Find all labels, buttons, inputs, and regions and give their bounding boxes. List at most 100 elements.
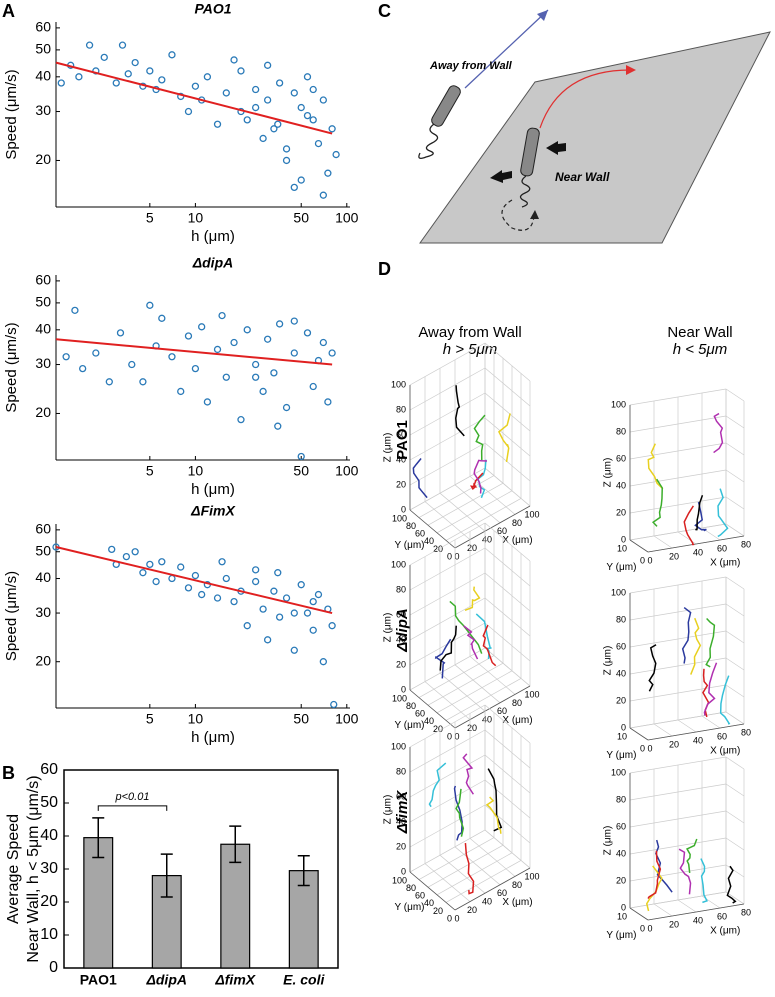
grid-line: [436, 365, 513, 534]
grid-line: [409, 547, 531, 591]
x-tick-label: 60: [717, 731, 727, 741]
grid-line: [454, 539, 501, 704]
column-subtitle: h < 5μm: [673, 341, 728, 358]
z-tick-label: 80: [616, 614, 626, 624]
grid-line: [653, 589, 673, 737]
data-point: [282, 594, 291, 602]
y-axis-label: Average Speed: [5, 814, 22, 924]
trajectory: [695, 495, 704, 531]
data-point: [263, 636, 272, 644]
y-axis-label: Speed (μm/s): [3, 69, 20, 159]
data-point: [158, 314, 166, 322]
data-point: [251, 566, 260, 574]
z-tick-label: 40: [616, 668, 626, 678]
z-axis-label: Z (μm): [383, 795, 394, 825]
x-tick-label: 10: [188, 711, 204, 727]
z-tick-label: 20: [616, 507, 626, 517]
trajectory: [703, 662, 718, 716]
grid-line: [629, 593, 649, 741]
grid-line: [409, 705, 486, 873]
y-tick-label: 30: [35, 102, 51, 118]
grid-line: [629, 684, 745, 702]
data-point: [309, 85, 317, 94]
grid-line: [677, 397, 697, 545]
grid-line: [629, 405, 649, 553]
panel-label: B: [2, 763, 15, 783]
data-point: [314, 139, 323, 148]
z-tick-label: 80: [616, 794, 626, 804]
grid-line: [409, 779, 531, 823]
grid-line: [409, 565, 456, 729]
y-tick-label: 80: [406, 701, 416, 711]
y-tick-label: 10: [617, 731, 627, 741]
data-point: [100, 53, 108, 62]
data-point: [168, 51, 176, 59]
data-point: [146, 67, 154, 75]
trajectory: [475, 613, 492, 660]
data-point: [243, 326, 251, 334]
data-point: [275, 320, 284, 328]
x-tick-label: 20: [467, 723, 477, 733]
z-tick-label: 80: [396, 766, 406, 776]
data-point: [251, 373, 260, 381]
x-tick-label: 5: [146, 463, 154, 479]
wall-illustration: Away from Wall Near Wall: [418, 9, 771, 244]
away-cell: [431, 85, 461, 127]
row-label: PAO1: [394, 420, 411, 460]
x-tick-label: 20: [467, 905, 477, 915]
z-tick-label: 60: [616, 453, 626, 463]
z-tick-label: 100: [391, 741, 406, 751]
data-point: [270, 587, 278, 595]
z-tick-label: 80: [396, 584, 406, 594]
data-point: [139, 569, 147, 577]
trajectory: [473, 414, 486, 461]
grid-line: [629, 757, 727, 909]
data-point: [290, 317, 298, 325]
x-tick-label: 50: [293, 711, 309, 727]
data-point: [108, 545, 116, 554]
near-cell: [520, 127, 540, 177]
grid-line: [409, 442, 531, 486]
trajectory: [464, 842, 475, 895]
data-point: [297, 452, 305, 461]
trajectory: [717, 488, 729, 538]
trajectory: [482, 624, 497, 667]
y-tick-label: 40: [35, 321, 51, 337]
y-tick-label: 40: [35, 68, 51, 84]
axis-line: [629, 405, 745, 553]
x-tick-label: 100: [524, 689, 539, 699]
data-point: [263, 61, 272, 69]
y-tick-label: 50: [35, 41, 51, 57]
x-tick-label: 0: [454, 551, 459, 561]
trajectory: [473, 459, 488, 494]
y-tick-label: 40: [424, 898, 434, 908]
data-point: [251, 85, 260, 94]
grid-line: [439, 368, 486, 532]
fit-line: [55, 61, 333, 135]
error-bar: [92, 817, 105, 859]
data-point: [303, 111, 312, 120]
data-point: [290, 609, 298, 617]
axis-line: [409, 565, 531, 729]
axis-line: [409, 385, 531, 549]
grid-line: [701, 761, 721, 909]
x-tick-label: 20: [467, 543, 477, 553]
data-point: [92, 349, 100, 357]
trajectory: [683, 505, 695, 546]
y-tick-label: 20: [35, 404, 51, 420]
data-point: [131, 548, 139, 556]
y-tick-label: 60: [415, 709, 425, 719]
z-axis-label: Z (μm): [603, 458, 614, 488]
trajectory: [462, 753, 475, 795]
x-tick-label: 40: [693, 547, 703, 557]
z-tick-label: 20: [616, 695, 626, 705]
data-point: [112, 79, 120, 87]
x-tick-label: 80: [512, 698, 522, 708]
data-point: [282, 145, 291, 153]
grid-line: [629, 756, 745, 774]
y-tick-label: 60: [415, 529, 425, 539]
x-axis-label: X (μm): [710, 745, 740, 756]
